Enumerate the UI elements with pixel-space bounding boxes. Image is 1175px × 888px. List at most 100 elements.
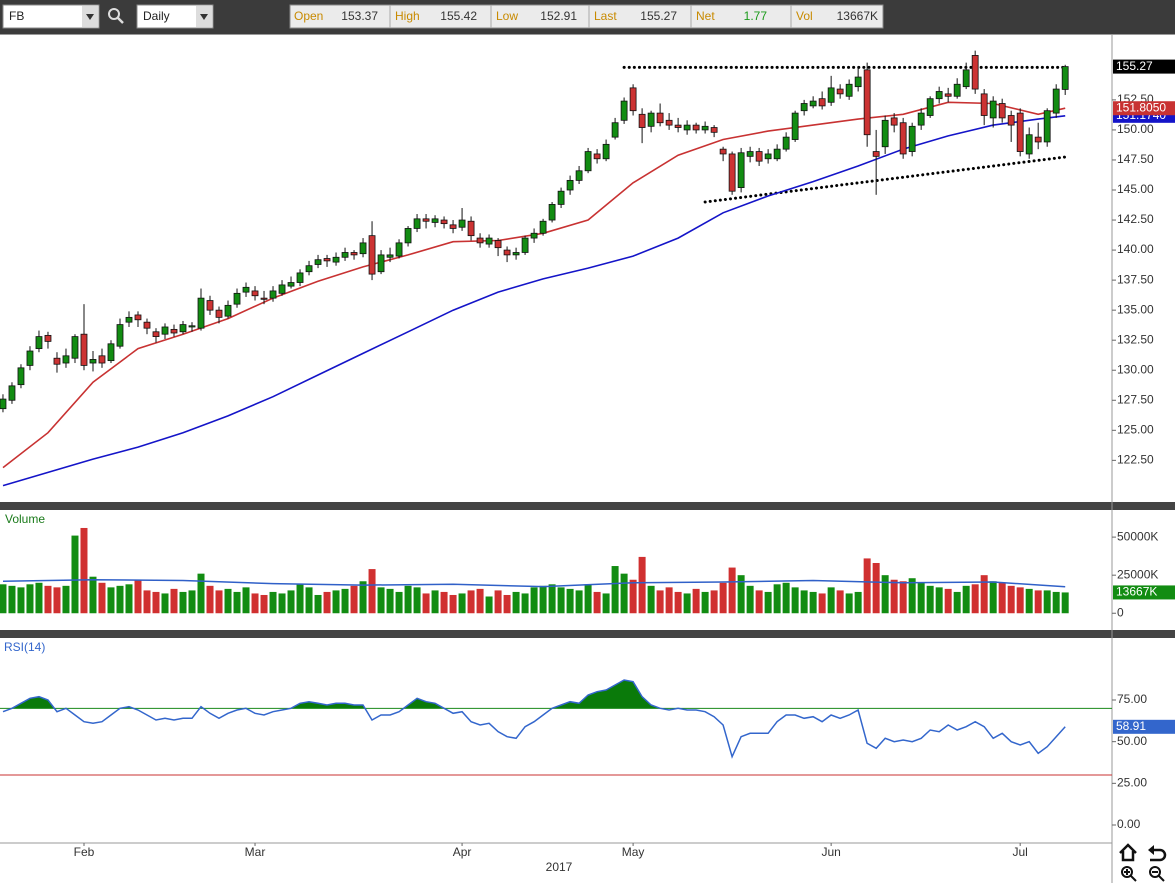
- rsi-line: [2, 679, 1066, 759]
- candle-body: [62, 355, 70, 364]
- volume-pane: [0, 527, 1069, 614]
- candle-body: [503, 249, 511, 256]
- candle-body: [44, 334, 52, 342]
- candle-body: [899, 122, 907, 155]
- candle-body: [431, 218, 439, 223]
- volume-bar: [359, 581, 367, 614]
- volume-bar: [242, 587, 250, 614]
- volume-bar: [827, 587, 835, 614]
- volume-bar: [521, 593, 529, 614]
- candle-body: [467, 220, 475, 237]
- candle-body: [908, 125, 916, 152]
- volume-bar: [206, 585, 214, 614]
- quote-label: High: [395, 9, 420, 23]
- candle-body: [647, 112, 655, 127]
- volume-bar: [755, 590, 763, 614]
- candle-body: [287, 282, 295, 287]
- volume-bar: [611, 566, 619, 614]
- volume-bar: [260, 594, 268, 614]
- candle-body: [692, 124, 700, 131]
- volume-bar: [305, 587, 313, 614]
- candle-body: [278, 284, 286, 294]
- volume-bar: [791, 587, 799, 614]
- candle-body: [368, 235, 376, 275]
- interval-box[interactable]: [136, 4, 214, 29]
- candle-body: [800, 103, 808, 112]
- volume-bar: [8, 585, 16, 614]
- volume-bar: [530, 587, 538, 614]
- volume-bar: [431, 590, 439, 614]
- candle-body: [710, 127, 718, 133]
- candle-body: [575, 170, 583, 181]
- pane-separator: [0, 502, 1175, 510]
- quote-value: 13667K: [837, 9, 878, 23]
- volume-bar: [683, 593, 691, 614]
- price-pane: [0, 50, 1069, 487]
- zoom-in-icon[interactable]: [1121, 866, 1137, 882]
- candle-body: [782, 136, 790, 150]
- candle-body: [206, 300, 214, 311]
- volume-bar: [251, 593, 259, 614]
- volume-bar: [269, 591, 277, 614]
- volume-bar: [1052, 591, 1060, 614]
- candle-body: [179, 324, 187, 333]
- y-tick-label: 50.00: [1117, 734, 1147, 748]
- volume-bar: [638, 556, 646, 614]
- dropdown-arrow: [86, 14, 94, 20]
- undo-icon[interactable]: [1148, 845, 1167, 862]
- volume-bar: [845, 593, 853, 614]
- candle-body: [332, 256, 340, 263]
- zoom-out-icon[interactable]: [1149, 866, 1165, 882]
- search-icon[interactable]: [108, 8, 124, 24]
- volume-bar: [386, 588, 394, 614]
- volume-bar: [494, 590, 502, 614]
- candle-body: [818, 98, 826, 107]
- volume-bar: [539, 585, 547, 614]
- candle-body: [791, 112, 799, 140]
- volume-bar: [548, 584, 556, 614]
- volume-bar: [368, 569, 376, 614]
- volume-bar: [818, 593, 826, 614]
- y-tick-label: 130.00: [1117, 362, 1154, 376]
- candle-body: [80, 333, 88, 366]
- volume-bar: [179, 591, 187, 614]
- quote-value: 155.42: [440, 9, 477, 23]
- volume-bar: [17, 587, 25, 614]
- volume-average: [2, 578, 1066, 588]
- volume-bar: [485, 596, 493, 614]
- candle-body: [917, 112, 925, 126]
- volume-bar: [134, 579, 142, 614]
- volume-bar: [962, 585, 970, 614]
- candle-body: [242, 286, 250, 293]
- y-tick-label: 0.00: [1117, 817, 1141, 831]
- toolbar-border: [0, 34, 1175, 35]
- candle-body: [323, 258, 331, 262]
- y-tick-label: 75.00: [1117, 692, 1147, 706]
- candle-body: [26, 350, 34, 366]
- candle-body: [485, 237, 493, 245]
- x-tick-label: Jul: [1013, 845, 1028, 859]
- candle-body: [935, 91, 943, 100]
- volume-bar: [80, 527, 88, 614]
- volume-bar: [89, 576, 97, 614]
- y-tick-label: 135.00: [1117, 302, 1154, 316]
- y-tick-label: 25000K: [1117, 567, 1158, 581]
- symbol: FB: [9, 9, 24, 23]
- quote-value: 152.91: [540, 9, 577, 23]
- x-tick-label: Apr: [453, 845, 472, 859]
- candle-body: [260, 297, 268, 300]
- volume-bar: [701, 591, 709, 614]
- volume-bar: [836, 590, 844, 614]
- home-icon[interactable]: [1119, 843, 1137, 862]
- quote-panel: [289, 4, 884, 29]
- candle-body: [413, 218, 421, 229]
- candle-body: [1007, 115, 1015, 126]
- candle-body: [701, 125, 709, 131]
- symbol-box[interactable]: [2, 4, 100, 29]
- volume-bar: [224, 588, 232, 614]
- candle-body: [251, 290, 259, 297]
- volume-bar: [890, 579, 898, 614]
- volume-bar: [719, 582, 727, 614]
- pane-title: Volume: [5, 512, 45, 526]
- volume-bar: [593, 591, 601, 614]
